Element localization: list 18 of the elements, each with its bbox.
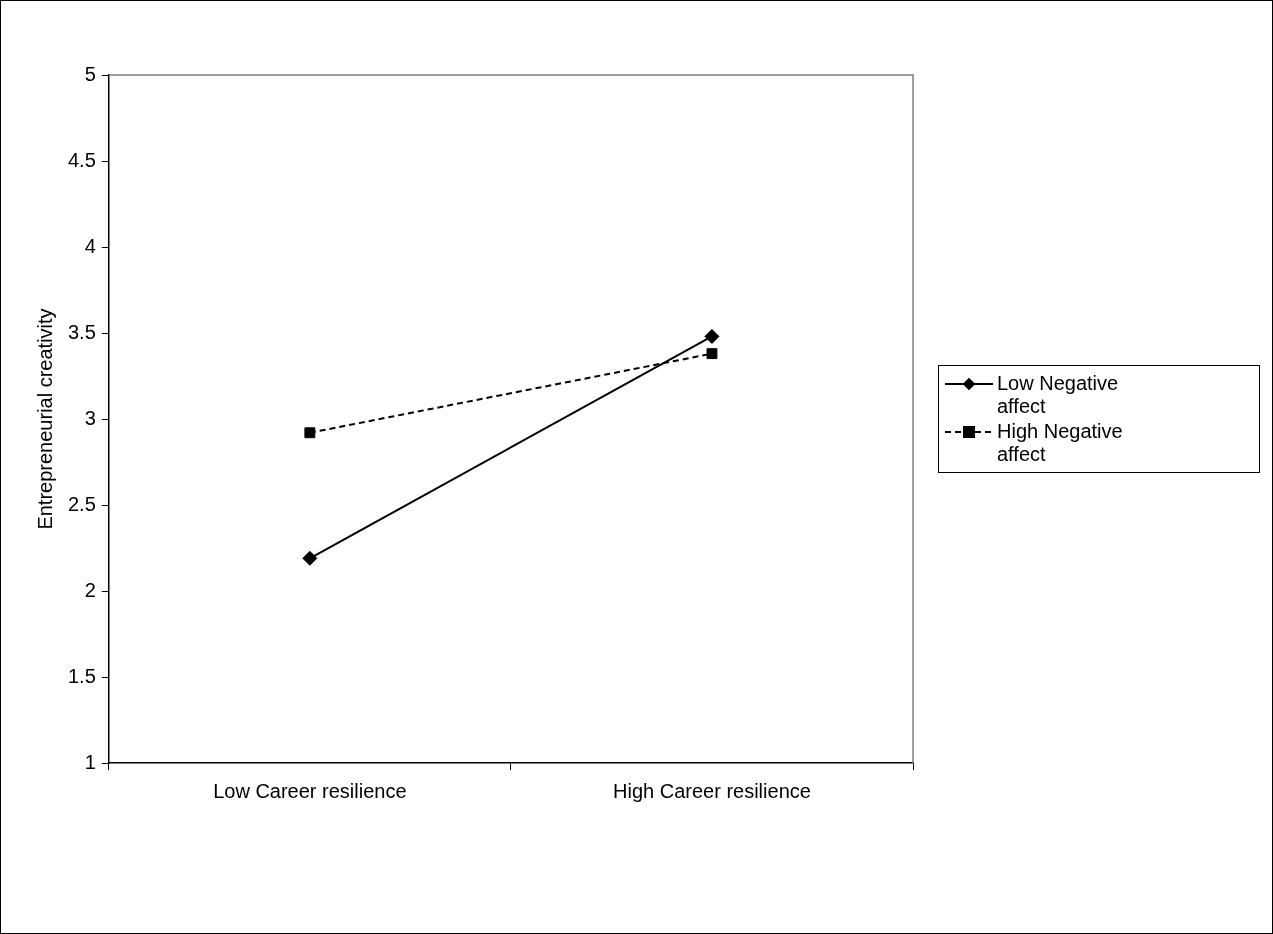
y-axis-title: Entrepreneurial creativity xyxy=(33,308,56,530)
y-tick-label: 1.5 xyxy=(67,664,96,687)
legend-label: High Negative affect xyxy=(997,420,1124,466)
point xyxy=(304,427,316,439)
y-tick-label: 4 xyxy=(84,234,96,257)
y-tick-label: 5 xyxy=(84,62,96,85)
point xyxy=(704,328,720,344)
x-tick-label: High Career resilience xyxy=(613,779,811,802)
point xyxy=(706,348,718,360)
y-tick-label: 1 xyxy=(84,750,96,773)
y-tick-label: 3.5 xyxy=(67,320,96,343)
x-tick-label: Low Career resilience xyxy=(213,779,407,802)
y-tick-label: 3 xyxy=(84,406,96,429)
y-tick-label: 4.5 xyxy=(67,148,96,171)
legend-label: Low Negative affect xyxy=(997,372,1120,418)
y-tick-label: 2.5 xyxy=(67,492,96,515)
point xyxy=(302,550,318,566)
y-tick-label: 2 xyxy=(84,578,96,601)
